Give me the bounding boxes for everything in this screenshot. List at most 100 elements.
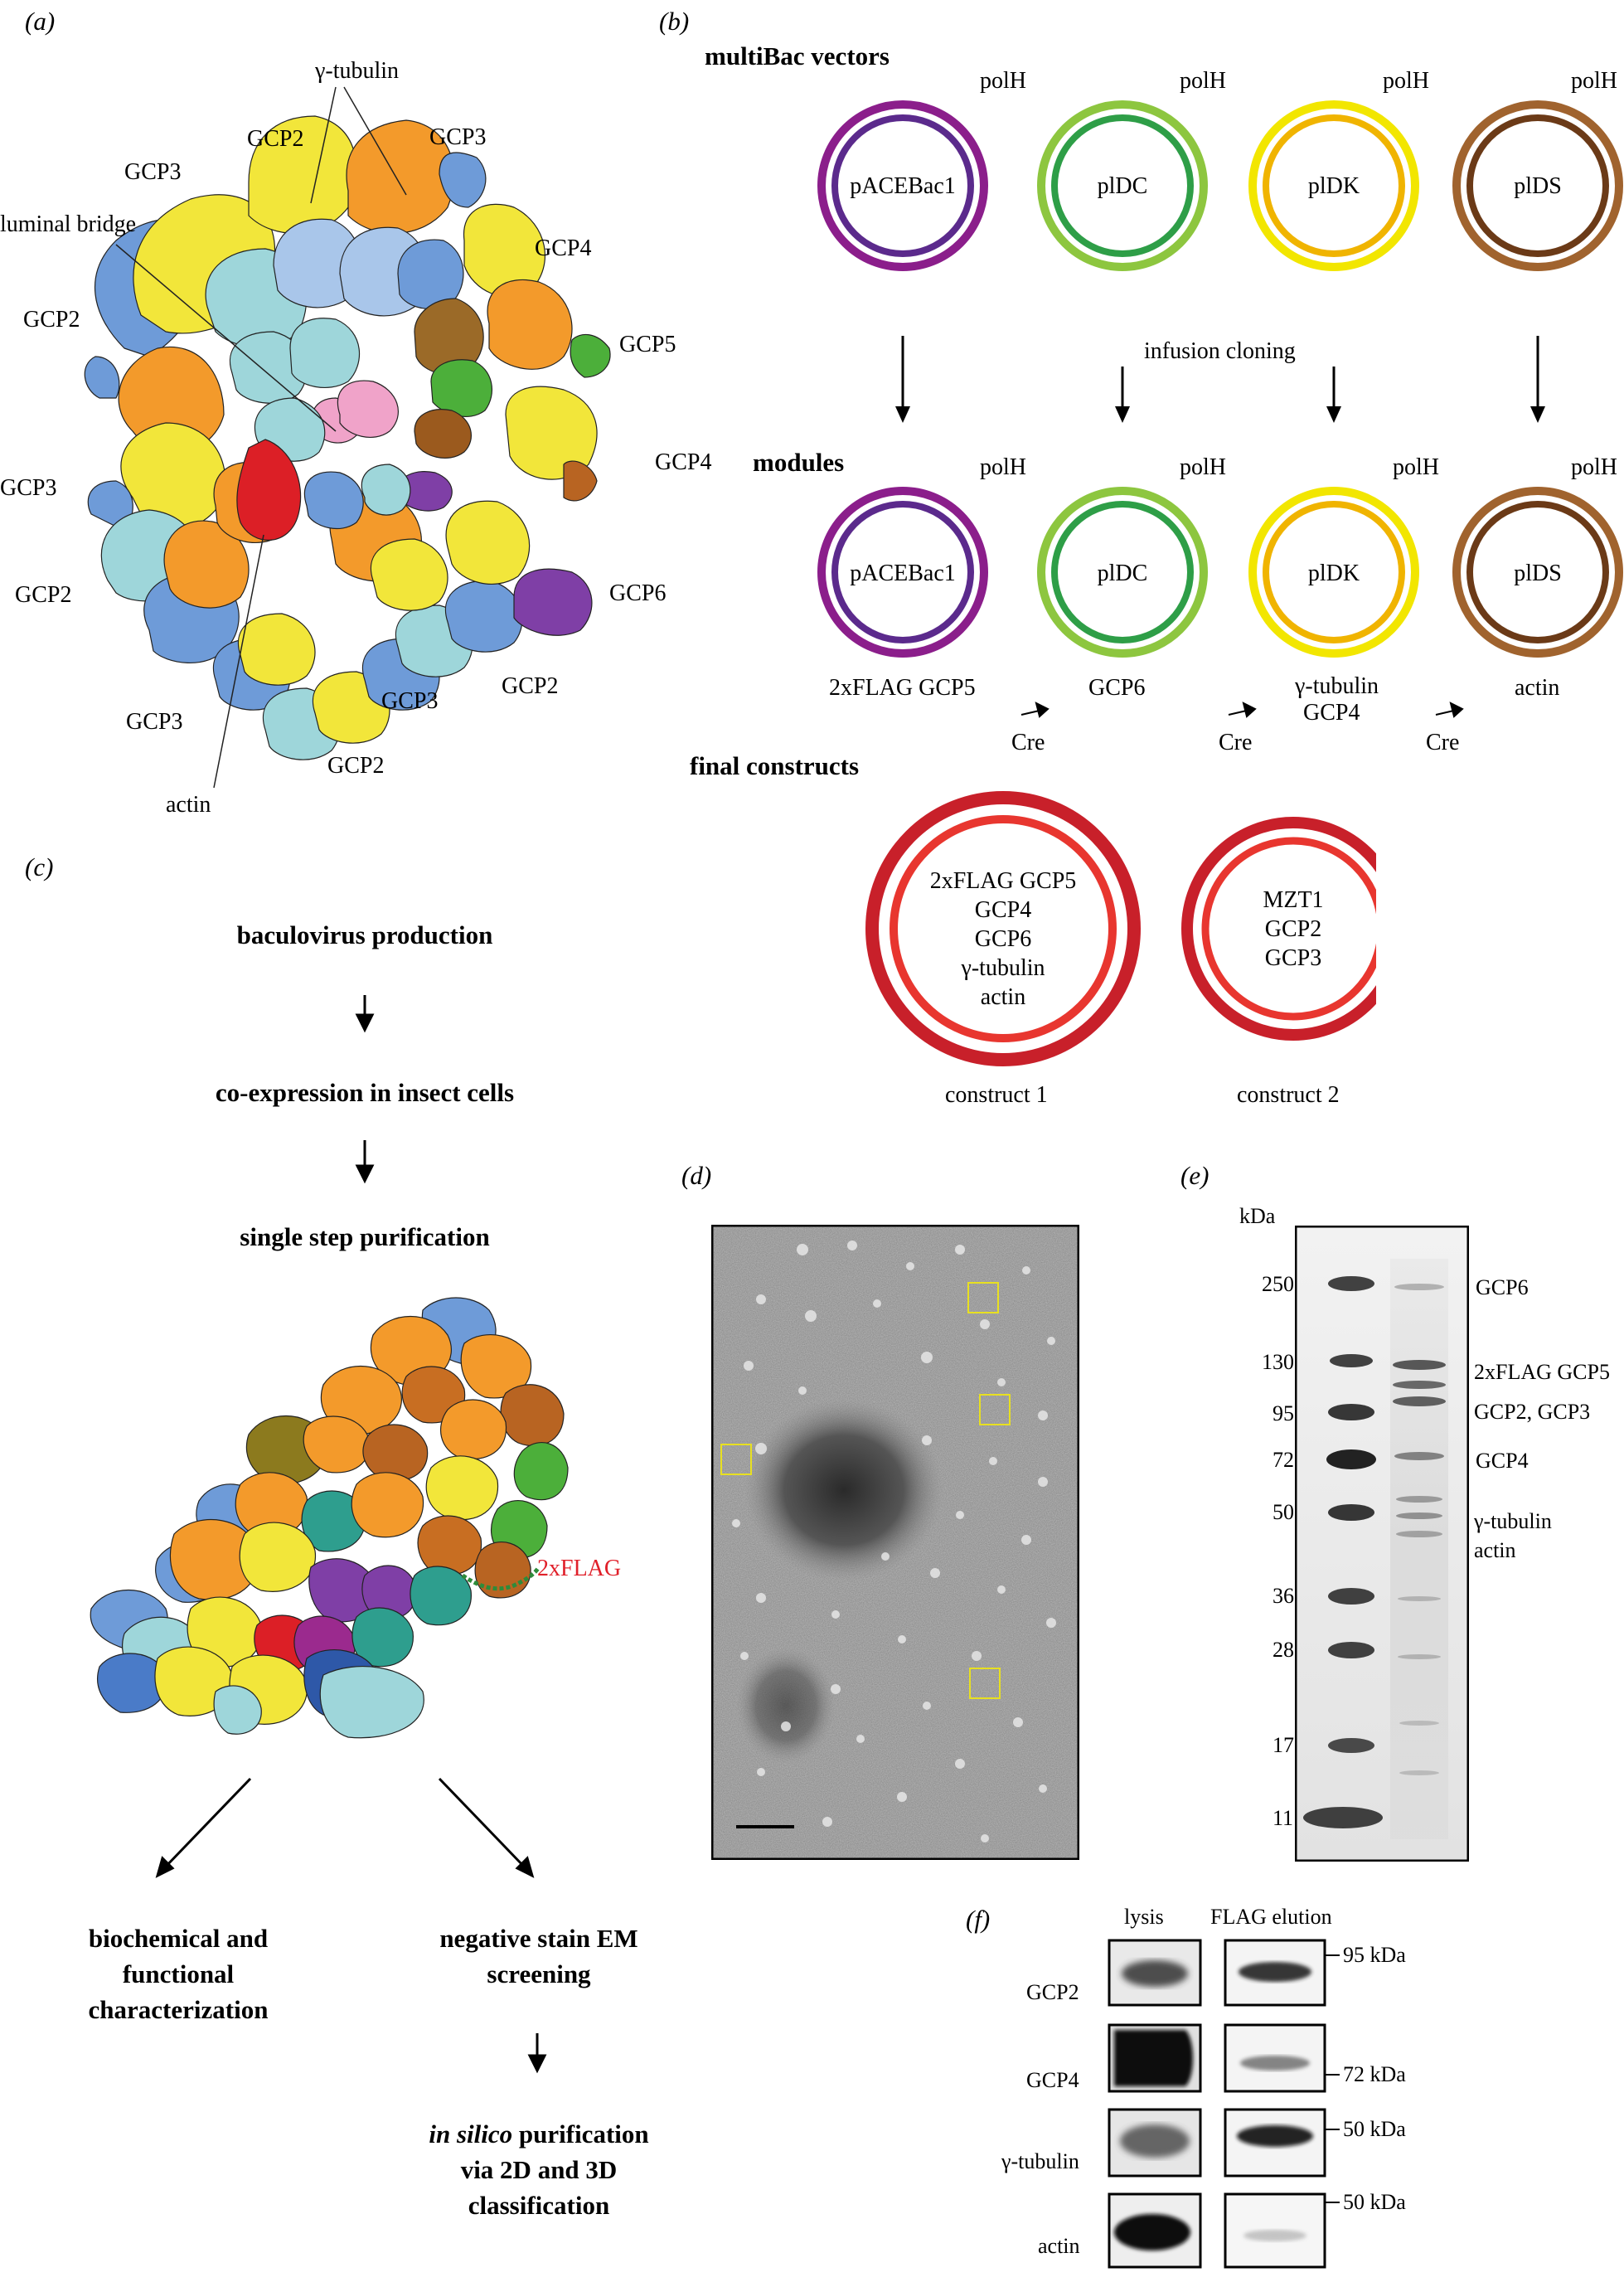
row-label-gamma-tubulin: γ-tubulin xyxy=(1001,2149,1079,2173)
polh-label: polH xyxy=(980,454,1026,480)
down-arrow-head xyxy=(1530,406,1545,423)
panel-d-letter: (d) xyxy=(681,1161,712,1190)
ring-plDK-module-inner xyxy=(1263,501,1405,643)
module-label-gcp5: 2xFLAG GCP5 xyxy=(829,675,976,701)
marker-50-b: 50 kDa xyxy=(1343,2190,1406,2214)
construct-rings xyxy=(865,791,1376,1066)
panel-f-letter: (f) xyxy=(966,1905,991,1934)
ladder-72: 72 xyxy=(1273,1448,1294,1472)
label-actin: actin xyxy=(166,792,211,818)
row-label-actin: actin xyxy=(1038,2234,1080,2258)
construct-1-outer xyxy=(865,791,1141,1066)
vector-name-plds: plDS xyxy=(1514,173,1562,199)
marker-95: 95 kDa xyxy=(1343,1943,1406,1967)
band-gamma-tubulin: γ-tubulin xyxy=(1474,1509,1552,1533)
ring-pACEBac1-vector-inner xyxy=(831,114,974,257)
construct-2-outer xyxy=(1181,817,1376,1041)
down-arrow-head xyxy=(1326,406,1341,423)
ring-pACEBac1-vector-outer xyxy=(817,100,988,271)
ladder-28: 28 xyxy=(1273,1638,1294,1662)
polh-label: polH xyxy=(1180,68,1226,94)
final-constructs-title: final constructs xyxy=(690,751,860,780)
polh-label: polH xyxy=(1393,454,1439,480)
em-micrograph xyxy=(711,1225,1079,1860)
purified-complex xyxy=(90,1297,569,1739)
down-arrow-head xyxy=(1115,406,1130,423)
ring-plDC-module-outer xyxy=(1037,487,1208,658)
step-purification: single step purification xyxy=(240,1222,490,1251)
module-name-pldk: plDK xyxy=(1307,561,1360,586)
down-arrow-head xyxy=(895,406,910,423)
label-gcp3-top-right: GCP3 xyxy=(429,124,487,150)
module-name-pldc: plDC xyxy=(1097,561,1148,586)
panel-b-letter: (b) xyxy=(659,7,690,36)
polh-label: polH xyxy=(1571,68,1617,94)
col-lysis: lysis xyxy=(1124,1905,1164,1929)
final-in-silico: in silico purification via 2D and 3D cla… xyxy=(429,2119,649,2220)
ladder-130: 130 xyxy=(1262,1350,1294,1374)
multibac-title: multiBac vectors xyxy=(705,41,890,70)
step-baculovirus: baculovirus production xyxy=(236,920,493,949)
ring-plDS-vector-inner xyxy=(1466,114,1609,257)
col-flag-elution: FLAG elution xyxy=(1210,1905,1332,1929)
ring-plDC-vector-inner xyxy=(1051,114,1194,257)
particle-box xyxy=(969,1668,1001,1699)
particle-box xyxy=(979,1394,1011,1425)
ring-plDC-module-inner xyxy=(1051,501,1194,643)
label-gcp4-right: GCP4 xyxy=(535,235,592,261)
cre-label: Cre xyxy=(1426,730,1460,755)
vector-name-pldk: plDK xyxy=(1307,173,1360,199)
panel-a-structure xyxy=(84,86,611,789)
module-label-gcp4: GCP4 xyxy=(1303,700,1360,726)
step-coexpression: co-expression in insect cells xyxy=(215,1078,515,1107)
ring-plDK-module-outer xyxy=(1248,487,1419,658)
ring-pACEBac1-module-inner xyxy=(831,501,974,643)
construct-1-caption: construct 1 xyxy=(945,1082,1048,1108)
sds-gel xyxy=(1295,1226,1469,1862)
panel-a-letter: (a) xyxy=(25,7,56,36)
cre-arrows xyxy=(1020,702,1464,718)
band-2xflag-gcp5: 2xFLAG GCP5 xyxy=(1474,1360,1610,1384)
branch-negative-stain: negative stain EM screening xyxy=(439,1924,638,1988)
module-label-gamma-tubulin: γ-tubulin xyxy=(1295,673,1379,699)
construct-1-content: 2xFLAG GCP5 GCP4 GCP6 γ-tubulin actin xyxy=(929,868,1077,1010)
module-label-actin: actin xyxy=(1515,675,1560,701)
kda-unit-label: kDa xyxy=(1239,1204,1276,1228)
label-gcp5: GCP5 xyxy=(619,332,676,357)
polh-label: polH xyxy=(1383,68,1429,94)
panel-c-arrows xyxy=(155,995,547,2074)
label-gcp2-left: GCP2 xyxy=(23,307,80,333)
label-gcp3-bottom-left: GCP3 xyxy=(126,709,183,735)
label-gcp3-bottom-mid: GCP3 xyxy=(381,688,439,714)
cre-label: Cre xyxy=(1011,730,1045,755)
marker-72: 72 kDa xyxy=(1343,2062,1406,2086)
label-gcp4-mid: GCP4 xyxy=(655,449,712,475)
row-label-gcp2: GCP2 xyxy=(1026,1980,1079,2004)
panel-b-rings xyxy=(817,100,1623,658)
marker-50-a: 50 kDa xyxy=(1343,2117,1406,2141)
polh-label: polH xyxy=(1571,454,1617,480)
band-actin: actin xyxy=(1474,1538,1516,1562)
label-gcp6: GCP6 xyxy=(609,580,667,606)
label-gcp2-lower-left: GCP2 xyxy=(15,582,72,608)
ring-plDK-vector-inner xyxy=(1263,114,1405,257)
label-gamma-tubulin: γ-tubulin xyxy=(315,58,400,84)
panel-e-letter: (e) xyxy=(1180,1161,1210,1190)
cre-label: Cre xyxy=(1219,730,1253,755)
construct-2-inner xyxy=(1201,837,1376,1021)
ladder-50: 50 xyxy=(1273,1500,1294,1524)
western-blots xyxy=(1108,1939,1340,2269)
label-luminal-bridge: luminal bridge xyxy=(0,211,137,237)
ladder-250: 250 xyxy=(1262,1272,1294,1296)
ring-plDC-vector-outer xyxy=(1037,100,1208,271)
ladder-11: 11 xyxy=(1273,1806,1294,1830)
label-gcp2-top: GCP2 xyxy=(247,126,304,152)
ring-plDS-module-inner xyxy=(1466,501,1609,643)
band-gcp2-gcp3: GCP2, GCP3 xyxy=(1474,1400,1591,1424)
particle-box xyxy=(720,1444,752,1475)
construct-2-caption: construct 2 xyxy=(1237,1082,1340,1108)
vector-name-pacebac1: pACEBac1 xyxy=(850,173,956,199)
ring-pACEBac1-module-outer xyxy=(817,487,988,658)
module-name-pacebac1: pACEBac1 xyxy=(850,561,956,586)
polh-label: polH xyxy=(980,68,1026,94)
